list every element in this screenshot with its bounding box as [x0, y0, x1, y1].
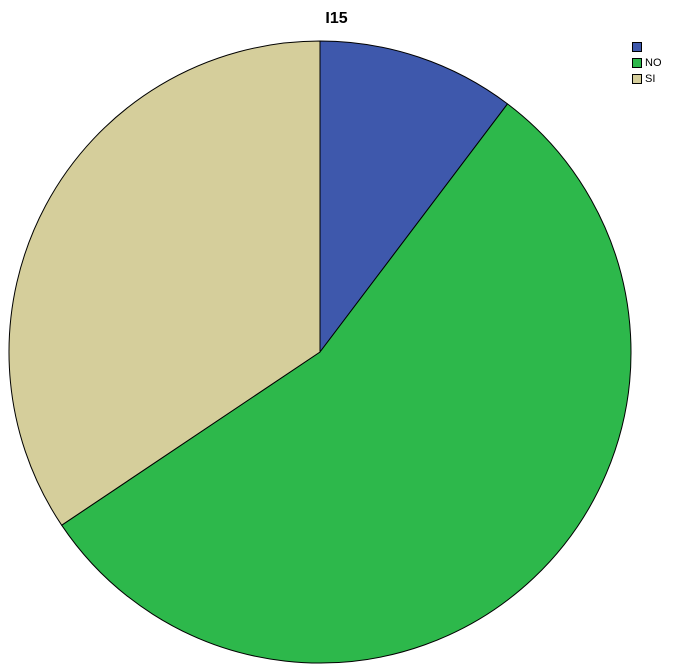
- legend-swatch: [632, 74, 642, 84]
- pie-slice-no: [61, 103, 632, 664]
- legend-item-blank: [632, 40, 662, 54]
- legend-item-no: NO: [632, 56, 662, 70]
- legend-swatch: [632, 58, 642, 68]
- pie-slice-si: [8, 40, 321, 526]
- legend-item-si: SI: [632, 72, 662, 86]
- legend-swatch: [632, 42, 642, 52]
- pie-slice-blank: [319, 40, 509, 353]
- pie-slices: [8, 40, 632, 664]
- legend: NO SI: [632, 40, 662, 88]
- legend-label: NO: [645, 57, 662, 69]
- legend-label: SI: [645, 73, 656, 85]
